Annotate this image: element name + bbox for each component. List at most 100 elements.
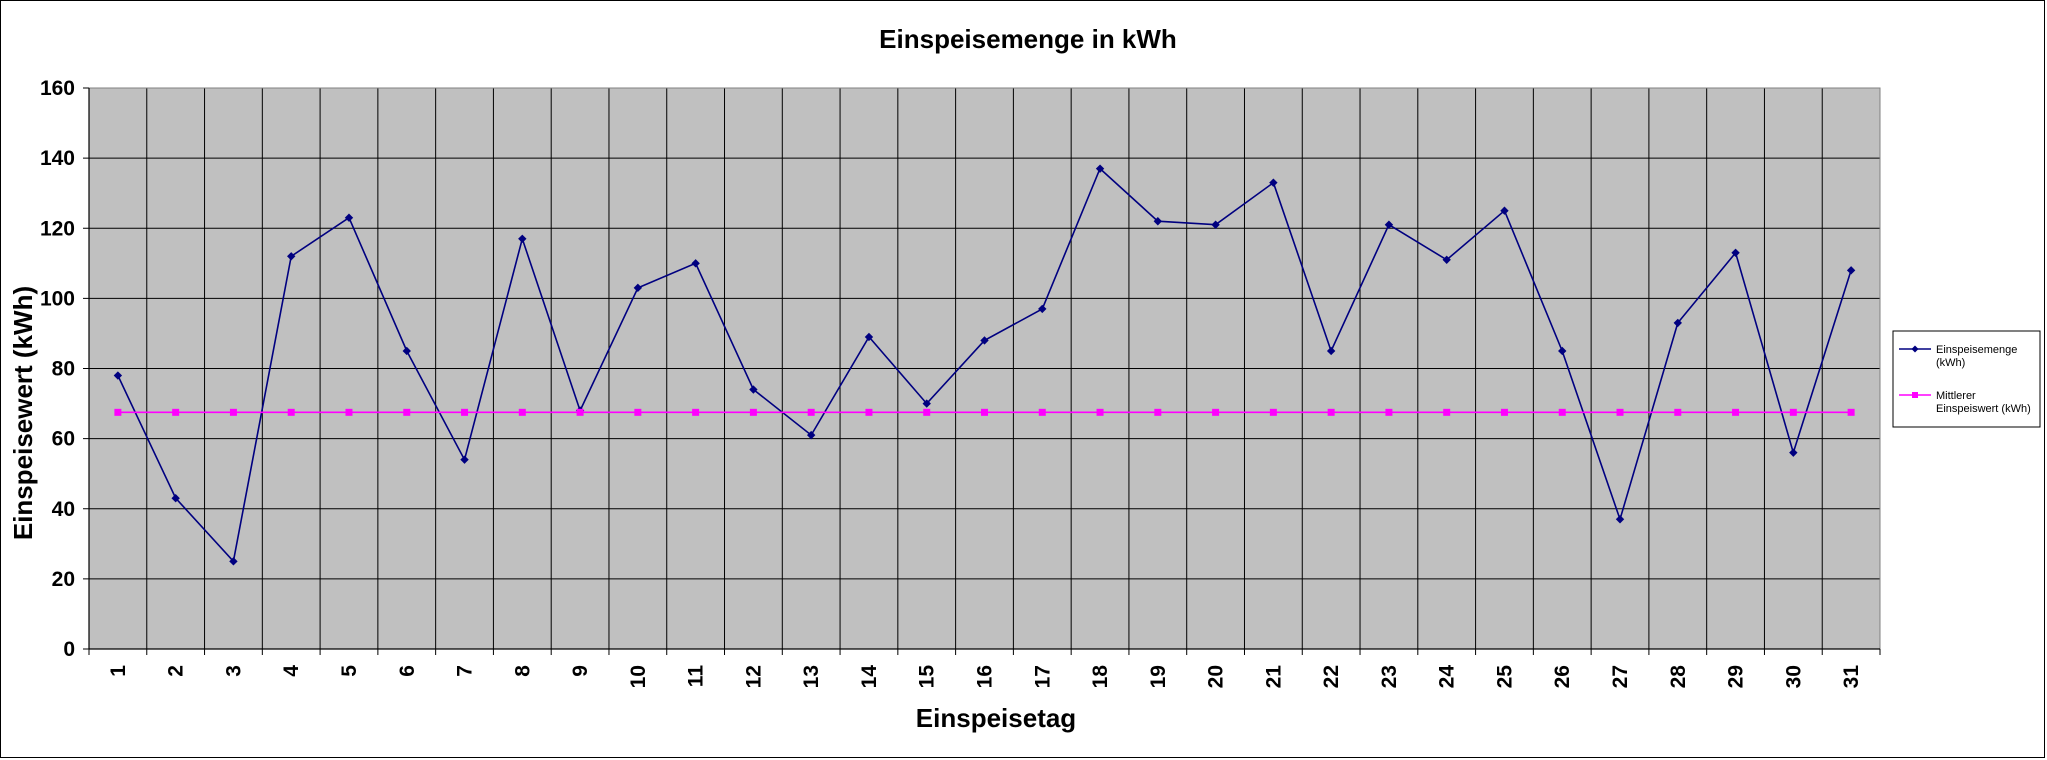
- x-tick-label: 6: [396, 665, 419, 677]
- data-point: [634, 408, 642, 416]
- data-point: [923, 408, 931, 416]
- data-point: [1442, 255, 1451, 265]
- y-tick-label: 100: [40, 287, 75, 310]
- data-point: [1443, 408, 1451, 416]
- x-tick-label: 19: [1147, 665, 1170, 688]
- x-tick-label: 20: [1205, 665, 1228, 688]
- data-point: [1673, 318, 1682, 328]
- data-point: [460, 455, 469, 464]
- x-tick-label: 16: [974, 665, 997, 688]
- data-point: [1500, 206, 1509, 215]
- x-tick-label: 17: [1031, 665, 1054, 688]
- y-axis-title: Einspeisewert (kWh): [8, 286, 38, 540]
- data-point: [749, 385, 758, 394]
- y-tick-label: 0: [63, 638, 75, 661]
- data-point: [1731, 248, 1740, 257]
- y-tick-label: 140: [40, 147, 75, 170]
- gridlines: [88, 87, 1881, 650]
- x-tick-label: 22: [1320, 665, 1343, 688]
- x-tick-label: 13: [800, 665, 823, 688]
- y-tick-label: 40: [52, 498, 75, 521]
- series-2: [114, 408, 1855, 416]
- data-point: [171, 494, 180, 503]
- x-tick-label: 2: [165, 665, 188, 677]
- y-tick-label: 60: [52, 428, 75, 451]
- x-tick-label: 11: [685, 665, 708, 688]
- data-point: [1847, 408, 1855, 416]
- x-tick-label: 12: [742, 665, 765, 688]
- data-point: [1038, 304, 1047, 314]
- data-point: [1846, 266, 1856, 275]
- y-tick-label: 120: [40, 217, 75, 240]
- legend-label: Einspeisemenge (kWh): [1936, 344, 2017, 369]
- data-point: [113, 371, 123, 380]
- data-point: [344, 213, 354, 222]
- legend-marker: [1912, 392, 1918, 398]
- x-tick-label: 27: [1609, 665, 1632, 688]
- data-point: [1616, 408, 1624, 416]
- x-tick-label: 5: [338, 665, 361, 677]
- data-point: [1789, 408, 1797, 416]
- data-point: [1327, 408, 1335, 416]
- data-point: [1269, 408, 1277, 416]
- y-axis-ticks: 0 20 40 60 80 100 120 140 160: [40, 77, 89, 661]
- chart-title: Einspeisemenge in kWh: [879, 24, 1177, 54]
- x-tick-label: 26: [1551, 665, 1574, 688]
- data-point: [865, 408, 873, 416]
- data-point: [981, 408, 988, 416]
- x-tick-label: 3: [222, 665, 245, 677]
- x-tick-label: 31: [1840, 665, 1863, 689]
- x-tick-label: 14: [858, 665, 881, 689]
- data-point: [1326, 346, 1336, 356]
- data-point: [1212, 408, 1220, 416]
- data-point: [864, 332, 874, 342]
- data-point: [692, 408, 700, 416]
- x-tick-label: 1: [107, 665, 130, 677]
- data-point: [1154, 408, 1162, 416]
- x-tick-label: 10: [627, 665, 650, 688]
- legend-label: Mittlerer Einspeiswert (kWh): [1936, 390, 2031, 415]
- data-point: [1732, 408, 1740, 416]
- y-tick-label: 20: [52, 568, 75, 591]
- data-point: [1096, 408, 1104, 416]
- x-tick-label: 21: [1262, 665, 1285, 689]
- data-point: [287, 408, 295, 416]
- data-point: [172, 408, 180, 416]
- legend-box: [1892, 330, 2041, 428]
- data-point: [806, 430, 816, 440]
- data-point: [403, 408, 411, 416]
- y-tick-label: 80: [52, 358, 75, 381]
- data-point: [1384, 220, 1394, 229]
- legend: Einspeisemenge (kWh) Mittlerer Einspeiswert…: [1892, 330, 2041, 428]
- x-axis-ticks: 1 2 3 4 5 6 7 8 9 10 11 12 13 14 15 16 17 18 19 20 21 22 23 24 2…: [88, 649, 1881, 689]
- series-1: [113, 164, 1856, 566]
- data-point: [1095, 164, 1105, 173]
- data-point: [1500, 408, 1508, 416]
- data-point: [576, 408, 584, 416]
- data-point: [1269, 178, 1278, 187]
- data-point: [807, 408, 815, 416]
- x-tick-label: 9: [569, 665, 592, 677]
- data-point: [518, 234, 527, 243]
- data-point: [1558, 346, 1567, 356]
- x-tick-label: 30: [1782, 665, 1805, 688]
- x-tick-label: 28: [1667, 665, 1690, 689]
- data-point: [1211, 220, 1220, 229]
- data-point: [691, 259, 700, 268]
- data-point: [1038, 408, 1046, 416]
- x-tick-label: 23: [1378, 665, 1401, 688]
- data-point: [229, 408, 237, 416]
- x-tick-label: 29: [1725, 665, 1748, 688]
- x-axis-title: Einspeisetag: [916, 703, 1076, 733]
- data-point: [1789, 448, 1798, 457]
- legend-marker: [1911, 345, 1919, 353]
- data-point: [1153, 217, 1163, 226]
- series-layer: [113, 164, 1856, 566]
- data-point: [229, 557, 238, 566]
- data-point: [402, 346, 411, 356]
- data-point: [518, 408, 526, 416]
- data-point: [633, 283, 643, 293]
- x-tick-label: 7: [454, 665, 477, 677]
- data-point: [1674, 408, 1682, 416]
- data-point: [114, 408, 122, 416]
